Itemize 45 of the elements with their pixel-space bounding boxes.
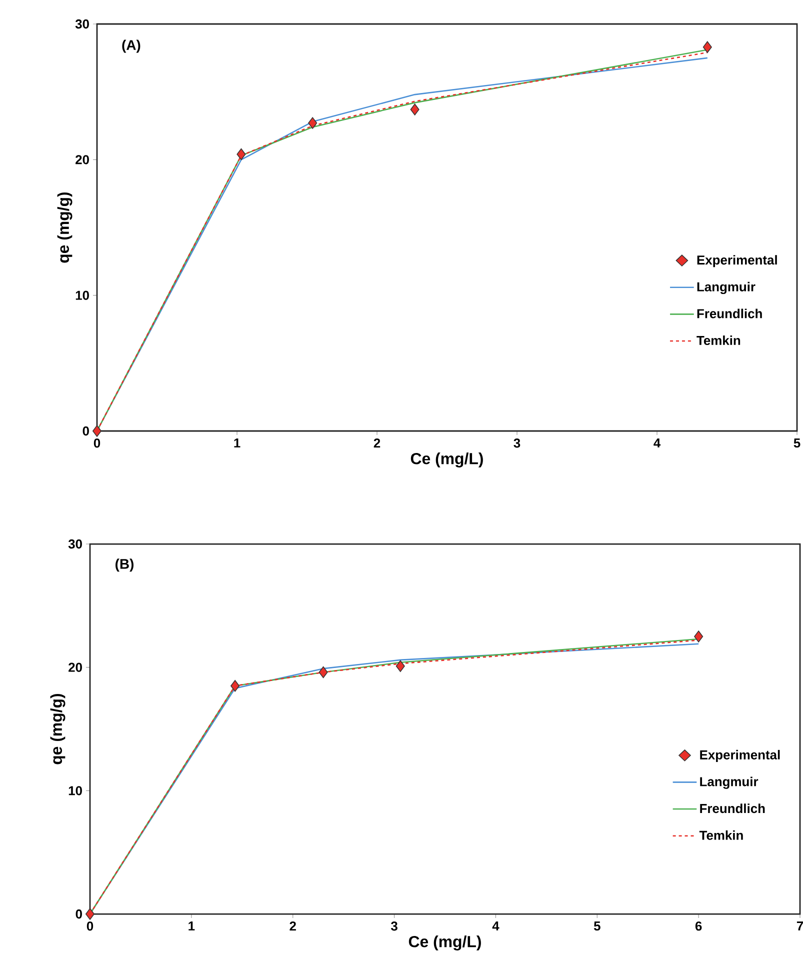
point (396, 660, 405, 672)
x-tick-label: 2 (290, 922, 296, 931)
y-tick-label: 0 (82, 426, 89, 436)
annotation: (B) (116, 558, 134, 572)
annotation: (A) (122, 40, 140, 53)
x-tick-label: 5 (594, 922, 600, 931)
legend-label: Temkin (696, 336, 740, 346)
legend-label: Freundlich (697, 308, 762, 318)
x-tick-label: 6 (695, 922, 702, 931)
x-tick-label: 4 (492, 922, 500, 930)
legend-label: Freundlich (700, 804, 765, 814)
legend-label: Experimental (700, 750, 780, 762)
x-tick-label: 0 (94, 438, 100, 448)
y-tick-label: 30 (75, 19, 89, 29)
point (410, 104, 420, 116)
point (702, 41, 712, 53)
x-tick-label: 3 (514, 438, 520, 448)
x-axis-title: Ce (mg/L) (410, 452, 483, 468)
y-tick-label: 0 (76, 909, 82, 919)
point (236, 148, 246, 160)
y-axis-title: qe (mg/g) (50, 694, 66, 764)
y-tick-label: 20 (68, 662, 82, 672)
x-tick-label: 5 (794, 438, 800, 448)
point (308, 117, 318, 129)
point (92, 425, 102, 437)
legend-label: Temkin (699, 830, 743, 840)
y-tick-label: 10 (76, 290, 89, 300)
point (318, 666, 328, 678)
x-tick-label: 2 (374, 438, 380, 448)
x-tick-label: 3 (390, 922, 398, 931)
y-axis-title: qe (mg/g) (57, 192, 72, 263)
legend-label: Langmuir (697, 282, 756, 294)
point (694, 630, 704, 642)
point (85, 908, 95, 920)
x-tick-label: 1 (234, 438, 240, 448)
legend-label: Experimental (697, 255, 777, 268)
x-axis-title: Ce (mg/L) (408, 936, 481, 950)
point (230, 680, 240, 692)
x-tick-label: 4 (654, 438, 661, 448)
y-tick-label: 10 (68, 786, 82, 796)
legend-label: Langmuir (700, 776, 758, 789)
y-tick-label: 30 (68, 539, 82, 549)
x-tick-label: 1 (188, 922, 195, 930)
y-tick-label: 20 (76, 155, 89, 164)
x-tick-label: 7 (796, 922, 803, 930)
